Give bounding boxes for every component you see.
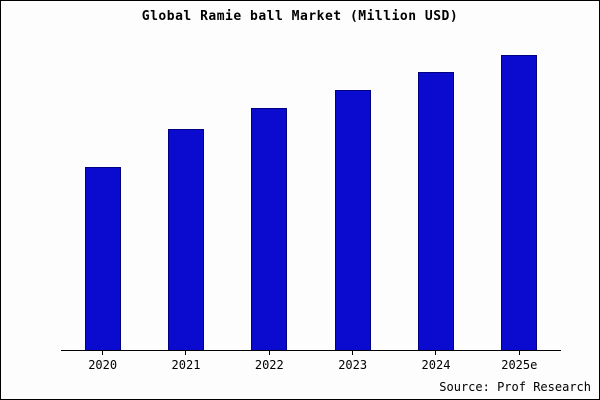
x-axis-label: 2020 [61, 351, 144, 372]
bar-slot [144, 37, 227, 350]
x-axis-label: 2024 [394, 351, 477, 372]
bar-2023 [334, 90, 371, 350]
bar-2022 [251, 107, 288, 350]
tick-mark [518, 351, 520, 355]
bar-2020 [84, 166, 121, 350]
tick-mark [102, 351, 104, 355]
bar-slot [61, 37, 144, 350]
tick-mark [185, 351, 187, 355]
x-axis-label: 2022 [228, 351, 311, 372]
x-axis-label: 2025e [478, 351, 561, 372]
tick-mark [268, 351, 270, 355]
x-axis-label-text: 2023 [338, 358, 368, 372]
x-axis-label-text: 2024 [421, 358, 451, 372]
bar-slot [311, 37, 394, 350]
bar-slot [228, 37, 311, 350]
bar-2025e [501, 54, 538, 350]
bar-slot [394, 37, 477, 350]
tick-mark [435, 351, 437, 355]
tick-mark [352, 351, 354, 355]
bar-2024 [417, 72, 454, 350]
x-axis-label-text: 2025e [501, 358, 538, 372]
chart-title: Global Ramie ball Market (Million USD) [141, 9, 459, 24]
plot-area [61, 37, 561, 351]
x-axis-label-text: 2020 [88, 358, 118, 372]
x-axis-label: 2023 [311, 351, 394, 372]
source-text: Source: Prof Research [439, 380, 591, 394]
bar-2021 [167, 128, 204, 350]
bar-slot [478, 37, 561, 350]
x-axis-label: 2021 [144, 351, 227, 372]
x-axis-labels: 2020 2021 2022 2023 2024 2025e [61, 351, 561, 372]
x-axis-label-text: 2021 [171, 358, 201, 372]
x-axis-label-text: 2022 [254, 358, 284, 372]
